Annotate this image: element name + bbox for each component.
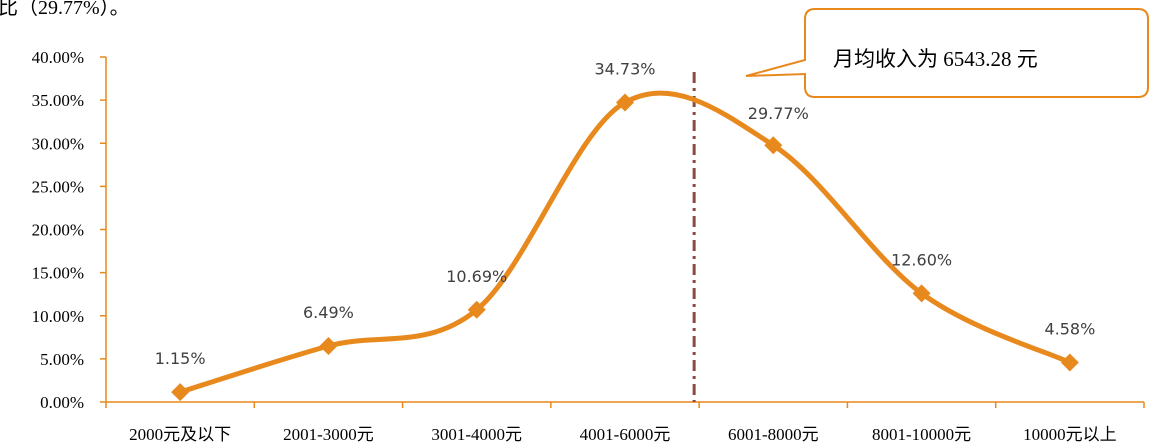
y-tick-label: 25.00%: [32, 177, 84, 196]
data-labels: 1.15% 6.49% 10.69% 34.73% 29.77% 12.60% 4.58%: [155, 59, 1096, 368]
data-point-marker: [467, 300, 486, 319]
x-tick-label: 2000元及以下: [129, 425, 231, 444]
x-axis-tick-labels: 2000元及以下 2001-3000元 3001-4000元 4001-6000元 60…: [129, 425, 1116, 444]
y-tick-label: 20.00%: [32, 221, 84, 240]
header-text-fragment: 比（29.77%）。: [0, 0, 130, 19]
data-point-marker: [319, 337, 338, 356]
axes: [100, 56, 1145, 408]
x-tick-label: 4001-6000元: [580, 425, 671, 444]
y-tick-label: 10.00%: [32, 307, 84, 326]
data-label: 29.77%: [748, 104, 809, 123]
series-markers: [171, 93, 1079, 402]
y-tick-label: 30.00%: [32, 134, 84, 153]
data-point-marker: [616, 93, 634, 112]
y-tick-label: 0.00%: [40, 393, 84, 412]
data-label: 10.69%: [446, 267, 507, 286]
callout-text: 月均收入为 6543.28 元: [833, 47, 1038, 71]
y-tick-label: 35.00%: [32, 91, 84, 110]
x-tick-label: 8001-10000元: [872, 425, 971, 444]
mean-income-callout: 月均收入为 6543.28 元: [745, 8, 1149, 98]
data-label: 4.58%: [1044, 319, 1095, 338]
y-tick-label: 15.00%: [32, 264, 84, 283]
data-point-marker: [912, 284, 931, 303]
y-tick-label: 40.00%: [32, 48, 84, 67]
data-point-marker: [764, 136, 783, 155]
y-tick-label: 5.00%: [40, 350, 84, 369]
x-tick-label: 2001-3000元: [283, 425, 374, 444]
data-point-marker: [171, 383, 190, 402]
data-point-marker: [1060, 353, 1079, 372]
y-axis-tick-labels: 0.00% 5.00% 10.00% 15.00% 20.00% 25.00% 30.00%…: [32, 48, 84, 412]
data-label: 6.49%: [303, 303, 354, 322]
data-label: 12.60%: [891, 250, 952, 269]
series-line: [177, 90, 1073, 395]
callout-box: [745, 8, 1149, 98]
data-label: 34.73%: [594, 59, 655, 78]
data-label: 1.15%: [155, 349, 206, 368]
x-tick-label: 6001-8000元: [728, 425, 819, 444]
x-tick-label: 3001-4000元: [431, 425, 522, 444]
x-tick-label: 10000元以上: [1023, 425, 1117, 444]
